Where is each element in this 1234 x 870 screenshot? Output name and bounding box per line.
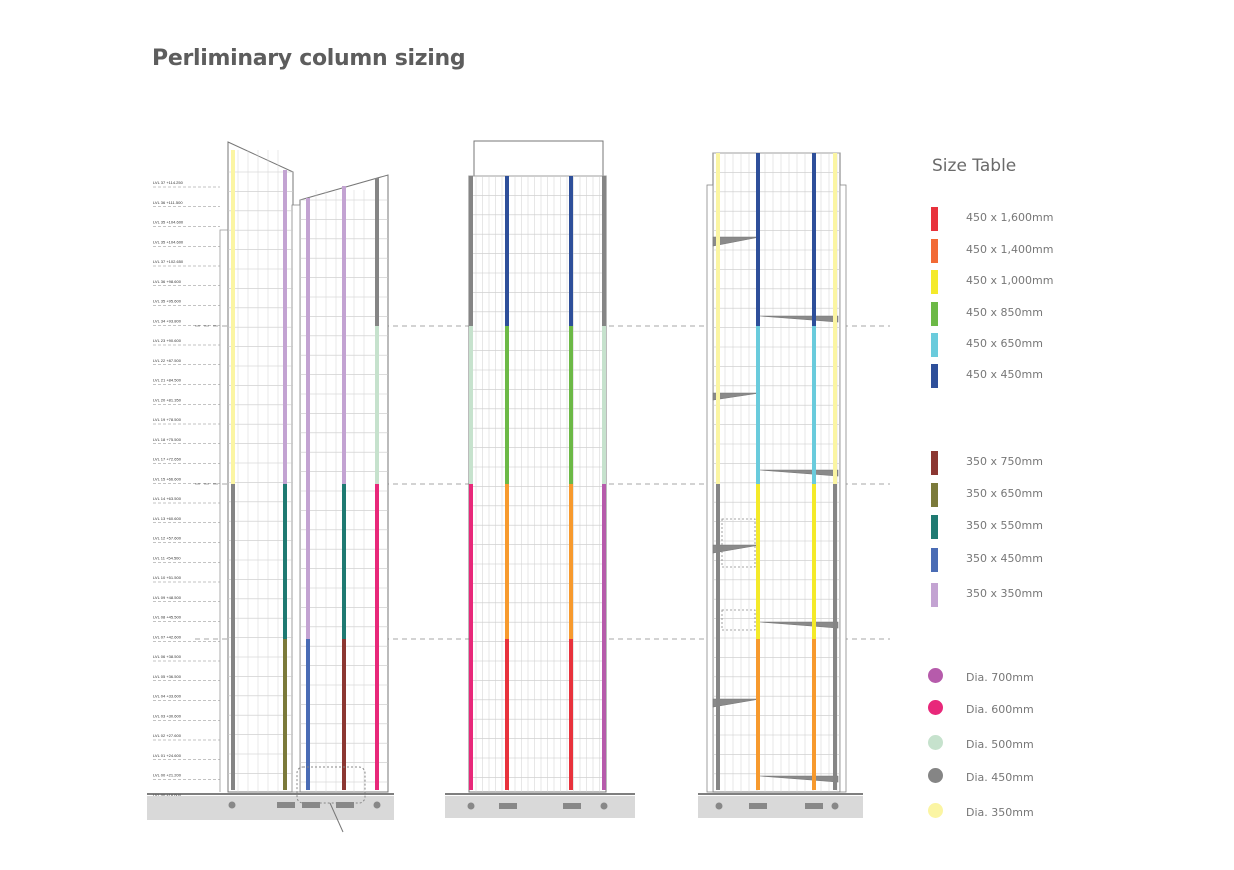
level-label: LVL 19 +78.500 xyxy=(153,417,182,422)
legend-swatch xyxy=(931,239,938,263)
legend-swatch xyxy=(931,483,938,507)
legend-label: Dia. 600mm xyxy=(966,703,1034,716)
legend-swatch xyxy=(931,548,938,572)
level-label: LVL 14 +63.500 xyxy=(153,496,182,501)
outrigger-wedges xyxy=(712,236,839,783)
level-label: LVL 05 +36.500 xyxy=(153,674,182,679)
legend-swatch xyxy=(928,700,943,715)
legend-label: 350 x 650mm xyxy=(966,487,1043,500)
legend-label: Dia. 500mm xyxy=(966,738,1034,751)
legend-swatch xyxy=(928,735,943,750)
elevation-2 xyxy=(445,140,635,818)
legend-label: 450 x 1,600mm xyxy=(966,211,1054,224)
level-markers: LVL 37 +114.250 LVL 36 +111.500 LVL 35 +10… xyxy=(153,180,220,820)
legend-label: 350 x 550mm xyxy=(966,519,1043,532)
legend-label: Dia. 700mm xyxy=(966,671,1034,684)
level-label: LVL 01 +24.600 xyxy=(153,753,182,758)
level-label: LVL 37 +114.250 xyxy=(153,180,184,185)
legend-label: 350 x 750mm xyxy=(966,455,1043,468)
level-label: LVL 00 +21.200 xyxy=(153,773,182,778)
columns-elevation-3 xyxy=(716,153,837,790)
legend-label: 450 x 450mm xyxy=(966,368,1043,381)
tower-outline xyxy=(468,175,607,793)
level-label: LVL 35 +95.600 xyxy=(153,299,182,304)
detail-callout xyxy=(296,766,366,804)
legend-title: Size Table xyxy=(932,156,1017,176)
legend-swatch xyxy=(931,451,938,475)
level-label: LVL 08 +45.500 xyxy=(153,615,182,620)
elevation-1 xyxy=(147,141,394,833)
level-label: LVL 22 +87.500 xyxy=(153,358,182,363)
elevation-3 xyxy=(698,152,863,818)
legend-label: 450 x 650mm xyxy=(966,337,1043,350)
level-label: LVL 15 +66.600 xyxy=(153,476,182,481)
foundation-slab xyxy=(445,796,635,818)
level-label: LVL 23 +90.600 xyxy=(153,338,182,343)
legend-swatch xyxy=(928,668,943,683)
columns-elevation-1 xyxy=(231,150,379,790)
foundation-slab xyxy=(147,796,394,820)
level-label: LVL 10 +51.500 xyxy=(153,575,182,580)
level-label: LVL 37 +102.650 xyxy=(153,259,184,264)
level-label: LVL 03 +30.600 xyxy=(153,713,182,718)
legend-label: 450 x 850mm xyxy=(966,306,1043,319)
level-label: LVL 18 +75.500 xyxy=(153,437,182,442)
level-label: LVL 17 +72.650 xyxy=(153,457,182,462)
level-label: LVL 21 +84.500 xyxy=(153,378,182,383)
crown-block xyxy=(473,140,604,177)
legend-swatch xyxy=(928,803,943,818)
legend-swatch xyxy=(928,768,943,783)
legend-swatch xyxy=(931,302,938,326)
foundation-slab xyxy=(698,796,863,818)
level-label: LVL 35 +104.600 xyxy=(153,239,184,244)
level-label: LVL 34 +93.800 xyxy=(153,318,182,323)
legend-label: 350 x 350mm xyxy=(966,587,1043,600)
legend-swatch xyxy=(931,515,938,539)
legend-label: 450 x 1,400mm xyxy=(966,243,1054,256)
level-label: LVL 36 +98.600 xyxy=(153,279,182,284)
legend-label: 450 x 1,000mm xyxy=(966,274,1054,287)
level-label: LVL 09 +48.500 xyxy=(153,595,182,600)
legend-label: Dia. 450mm xyxy=(966,771,1034,784)
level-label: LVL 20 +81.350 xyxy=(153,397,182,402)
legend-swatch xyxy=(931,270,938,294)
legend-swatch xyxy=(931,364,938,388)
level-label: LVL 12 +57.600 xyxy=(153,536,182,541)
level-label: LVL 06 +38.500 xyxy=(153,654,182,659)
level-label: LVL 13 +60.600 xyxy=(153,516,182,521)
level-label: LVL 36 +111.500 xyxy=(153,200,183,205)
legend-swatch xyxy=(931,207,938,231)
columns-elevation-2 xyxy=(469,176,606,790)
level-label: LVL 07 +42.600 xyxy=(153,634,182,639)
legend-swatch xyxy=(931,583,938,607)
legend-label: Dia. 350mm xyxy=(966,806,1034,819)
page-title: Perliminary column sizing xyxy=(152,46,466,71)
legend-swatch xyxy=(931,333,938,357)
legend-label: 350 x 450mm xyxy=(966,552,1043,565)
level-label: LVL 11 +54.500 xyxy=(153,555,181,560)
level-label: LVL 02 +27.600 xyxy=(153,733,182,738)
level-label: LVL 04 +33.600 xyxy=(153,694,182,699)
level-label: LVL 35 +104.600 xyxy=(153,220,184,225)
